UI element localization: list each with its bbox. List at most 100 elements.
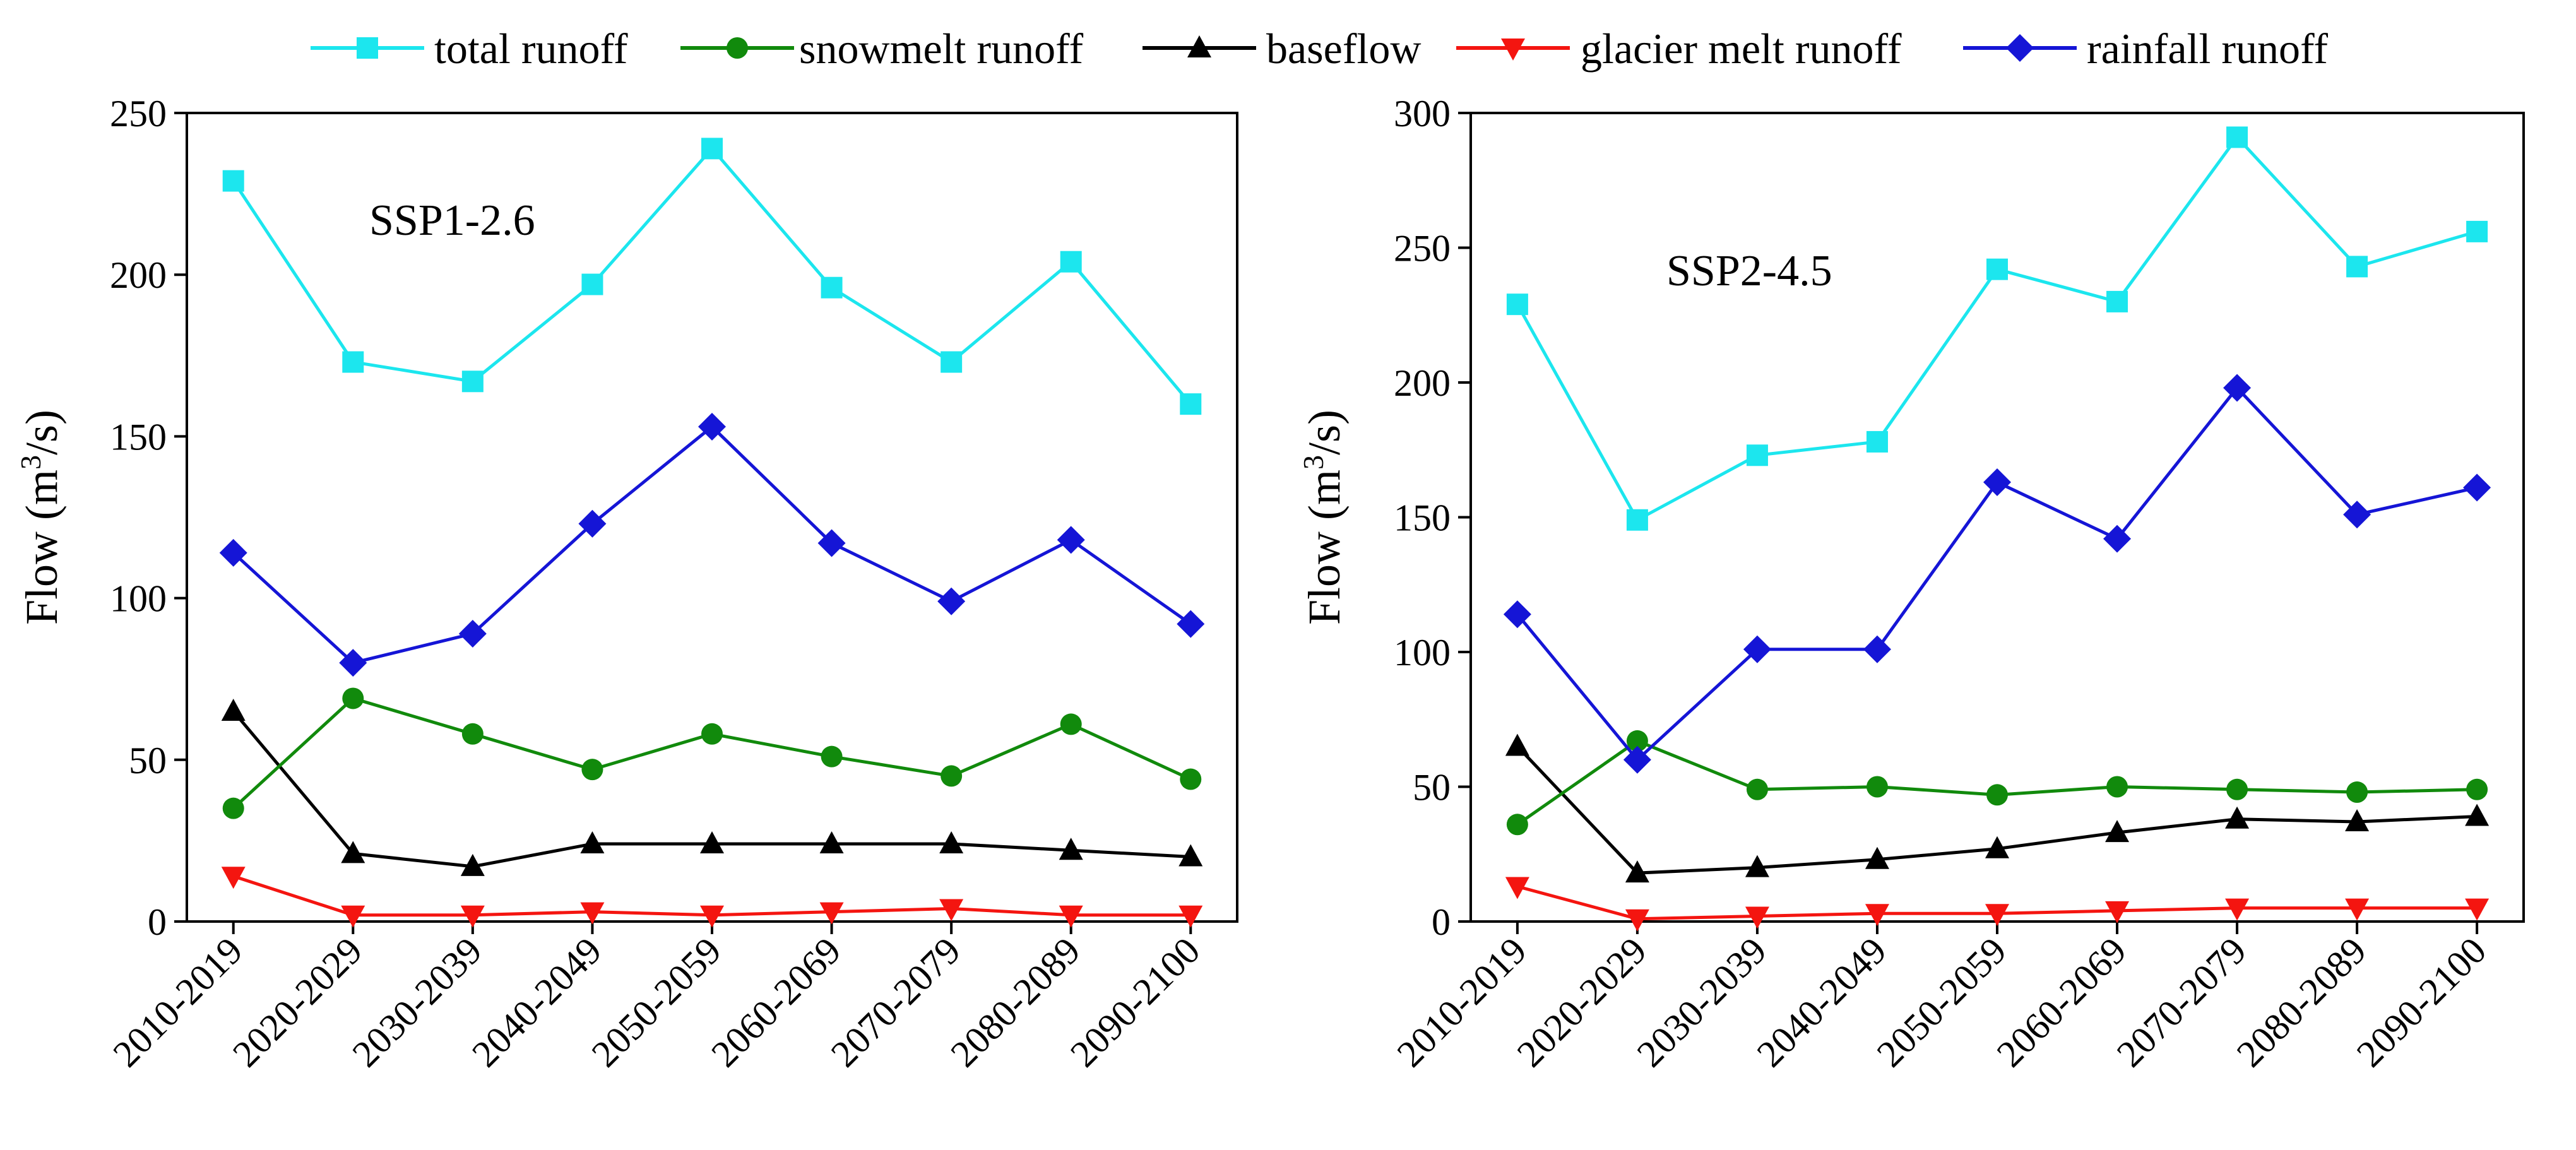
data-point-glacier-melt-runoff	[341, 905, 365, 928]
data-point-rainfall-runoff	[1177, 610, 1205, 638]
data-point-snowmelt-runoff	[222, 797, 244, 819]
data-point-rainfall-runoff	[1503, 600, 1531, 629]
x-tick-label: 2030-2039	[345, 930, 490, 1076]
chart-panel-ssp1: 0 50 100 150 200 250 2010-20192020-20292030-20…	[15, 93, 1238, 1076]
data-point-rainfall-runoff	[2343, 501, 2371, 529]
data-point-snowmelt-runoff	[1866, 776, 1888, 798]
legend-label-snowmelt-runoff: snowmelt runoff	[799, 25, 1083, 73]
data-point-snowmelt-runoff	[461, 723, 484, 745]
data-point-baseflow	[2345, 809, 2370, 832]
series-snowmelt-runoff	[222, 687, 1202, 819]
data-point-total-runoff	[701, 138, 723, 160]
data-point-total-runoff	[1506, 293, 1528, 316]
data-point-baseflow	[221, 698, 246, 721]
data-point-baseflow	[1178, 844, 1203, 867]
data-point-total-runoff	[1986, 258, 2008, 280]
data-point-glacier-melt-runoff	[2105, 901, 2130, 923]
y-tick-label: 200	[1394, 362, 1451, 404]
y-tick-label: 50	[129, 740, 167, 781]
data-point-total-runoff	[1866, 430, 1888, 453]
legend-item-glacier-melt-runoff: glacier melt runoff	[1456, 25, 1902, 73]
x-tick-label: 2080-2089	[942, 930, 1088, 1076]
data-point-total-runoff	[222, 170, 244, 192]
data-point-rainfall-runoff	[2463, 473, 2491, 502]
legend-marker-rainfall-runoff	[2006, 34, 2034, 62]
series-baseflow	[1505, 733, 2490, 883]
series-glacier-melt-runoff	[1505, 877, 2490, 932]
data-point-snowmelt-runoff	[1626, 730, 1648, 752]
x-tick-label: 2020-2029	[1509, 930, 1655, 1076]
data-point-glacier-melt-runoff	[1059, 905, 1083, 928]
data-point-rainfall-runoff	[1623, 745, 1651, 774]
x-tick-label: 2090-2100	[2349, 930, 2495, 1076]
plot-frame	[186, 112, 1238, 923]
legend-marker-baseflow	[1187, 35, 1211, 57]
data-point-glacier-melt-runoff	[2465, 898, 2490, 921]
y-tick-label: 200	[110, 254, 167, 296]
data-point-glacier-melt-runoff	[460, 905, 485, 928]
data-point-snowmelt-runoff	[1986, 784, 2008, 806]
data-point-baseflow	[819, 831, 844, 854]
data-point-snowmelt-runoff	[581, 759, 603, 781]
data-point-total-runoff	[1180, 393, 1202, 415]
legend-item-snowmelt-runoff: snowmelt runoff	[680, 25, 1083, 73]
data-point-total-runoff	[1060, 251, 1082, 273]
data-point-rainfall-runoff	[2223, 374, 2252, 402]
legend-marker-total-runoff	[357, 37, 378, 59]
scenario-label: SSP1-2.6	[369, 196, 535, 245]
data-point-baseflow	[1505, 733, 1529, 756]
data-point-baseflow	[580, 831, 605, 854]
y-tick-label: 150	[110, 416, 167, 458]
series-line-total-runoff	[1516, 134, 2478, 523]
series-rainfall-runoff	[1503, 374, 2491, 774]
data-point-rainfall-runoff	[698, 413, 726, 441]
data-point-total-runoff	[1746, 444, 1768, 466]
data-point-total-runoff	[2106, 290, 2128, 312]
data-point-total-runoff	[1626, 509, 1648, 531]
data-point-glacier-melt-runoff	[1985, 904, 2009, 927]
legend-label-glacier-melt-runoff: glacier melt runoff	[1581, 25, 1902, 73]
data-point-snowmelt-runoff	[941, 765, 963, 787]
data-point-snowmelt-runoff	[1060, 713, 1082, 735]
data-point-baseflow	[1745, 855, 1769, 877]
data-point-snowmelt-runoff	[2106, 776, 2128, 798]
data-point-total-runoff	[2226, 126, 2248, 148]
data-point-glacier-melt-runoff	[580, 902, 605, 925]
data-point-rainfall-runoff	[339, 649, 367, 677]
series-glacier-melt-runoff	[221, 867, 1203, 928]
data-point-snowmelt-runoff	[821, 745, 843, 768]
data-point-glacier-melt-runoff	[1505, 877, 1529, 899]
data-point-snowmelt-runoff	[1180, 768, 1202, 790]
data-point-baseflow	[939, 831, 964, 854]
series-line-total-runoff	[232, 146, 1192, 405]
legend: total runoff snowmelt runoff baseflow glaci…	[311, 25, 2328, 73]
data-point-total-runoff	[342, 351, 364, 373]
legend-label-baseflow: baseflow	[1266, 25, 1421, 73]
series-rainfall-runoff	[219, 413, 1205, 677]
data-point-total-runoff	[941, 351, 963, 373]
data-point-glacier-melt-runoff	[939, 899, 964, 922]
x-tick-label: 2020-2029	[225, 930, 371, 1076]
data-point-glacier-melt-runoff	[2225, 898, 2250, 921]
data-point-total-runoff	[2346, 256, 2368, 278]
y-tick-label: 0	[1432, 901, 1451, 943]
data-point-baseflow	[2465, 803, 2490, 826]
data-point-baseflow	[1059, 838, 1083, 860]
chart-panel-ssp2: 0 50 100 150 200 250 300 2010-20192020-20292030…	[1297, 93, 2525, 1076]
series-baseflow	[221, 698, 1203, 876]
series-snowmelt-runoff	[1506, 730, 2488, 836]
data-point-snowmelt-runoff	[1746, 778, 1768, 800]
data-point-total-runoff	[461, 370, 484, 393]
data-point-glacier-melt-runoff	[819, 902, 844, 925]
y-tick-label: 50	[1413, 767, 1451, 809]
series-total-runoff	[222, 138, 1202, 415]
data-point-total-runoff	[581, 273, 603, 295]
y-tick-label: 250	[110, 93, 167, 134]
data-point-baseflow	[1865, 846, 1889, 869]
data-point-baseflow	[460, 853, 485, 876]
series-total-runoff	[1506, 126, 2488, 531]
data-point-total-runoff	[2466, 220, 2488, 242]
data-point-rainfall-runoff	[2103, 525, 2132, 553]
legend-label-rainfall-runoff: rainfall runoff	[2087, 25, 2328, 73]
